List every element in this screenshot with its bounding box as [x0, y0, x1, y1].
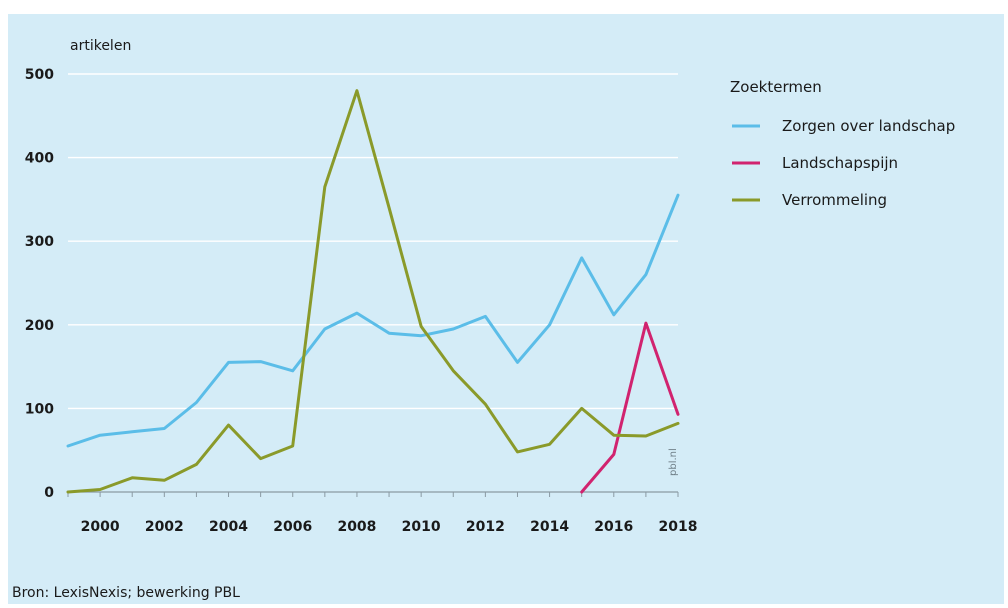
y-tick-label: 300: [25, 234, 54, 250]
legend: Zoektermen Zorgen over landschap Landscha…: [730, 78, 955, 209]
y-tick-label: 0: [44, 485, 54, 501]
x-tick-label: 2002: [145, 519, 184, 535]
watermark: pbl.nl: [668, 448, 679, 476]
x-tick-label: 2006: [273, 519, 312, 535]
y-tick-label: 500: [25, 67, 54, 83]
y-axis-ticks: 0 100 200 300 400 500: [25, 67, 54, 501]
legend-label: Zorgen over landschap: [782, 117, 955, 135]
x-tick-label: 2012: [466, 519, 505, 535]
x-tick-label: 2000: [81, 519, 120, 535]
source-note: Bron: LexisNexis; bewerking PBL: [12, 585, 240, 601]
x-tick-label: 2004: [209, 519, 248, 535]
y-tick-label: 400: [25, 151, 54, 167]
series-line-1: [66, 193, 680, 448]
x-tick-label: 2014: [530, 519, 569, 535]
x-tick-label: 2016: [594, 519, 633, 535]
series-line-2: [580, 321, 680, 494]
x-tick-label: 2008: [337, 519, 376, 535]
y-axis-label: artikelen: [70, 38, 131, 54]
series-lines: [66, 89, 680, 494]
series-line-3: [66, 89, 680, 494]
chart-figure: 0 100 200 300 400 500 2000 2002 2004 2006 2008 201…: [8, 14, 1004, 604]
y-tick-label: 200: [25, 318, 54, 334]
legend-label: Landschapspijn: [782, 154, 898, 172]
y-tick-label: 100: [25, 401, 54, 417]
legend-title: Zoektermen: [730, 78, 822, 96]
x-tick-label: 2010: [402, 519, 441, 535]
legend-label: Verrommeling: [782, 191, 887, 209]
line-chart: 0 100 200 300 400 500 2000 2002 2004 2006 2008 201…: [12, 38, 955, 601]
x-tick-label: 2018: [659, 519, 698, 535]
x-axis-ticks: 2000 2002 2004 2006 2008 2010 2012 2014 2016 2018: [67, 492, 698, 535]
